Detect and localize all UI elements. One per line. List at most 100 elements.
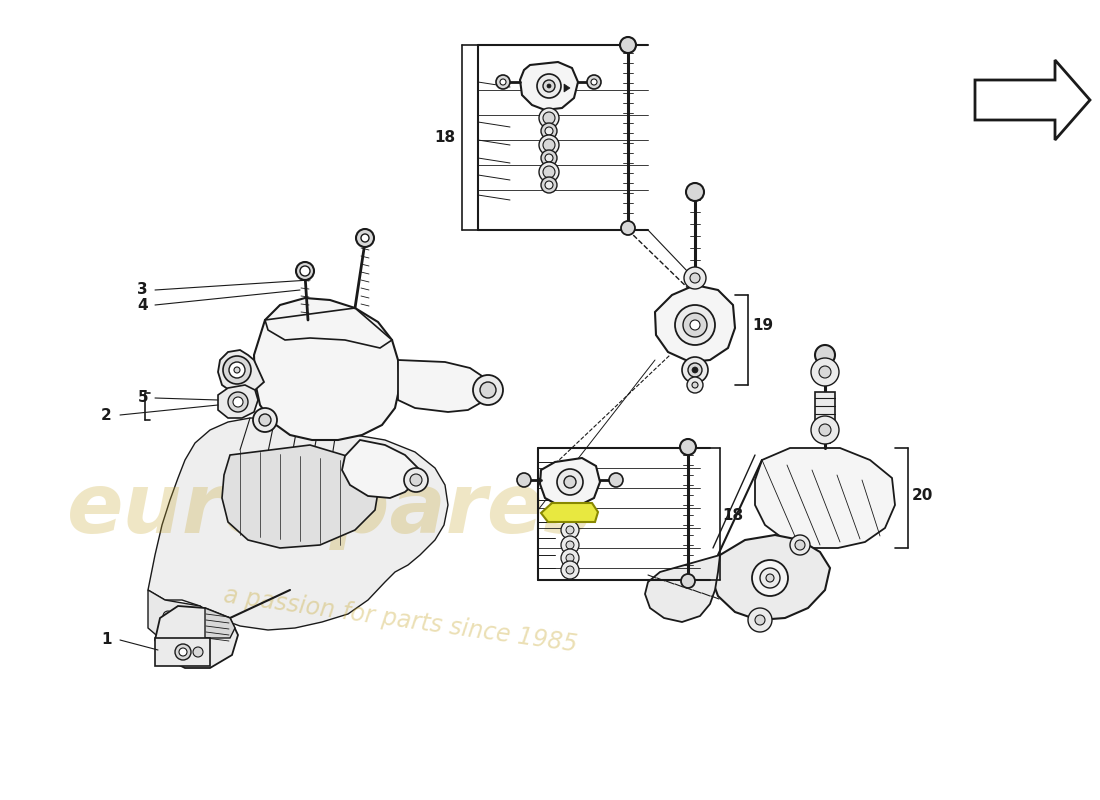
Circle shape [748,608,772,632]
Circle shape [682,357,708,383]
Circle shape [192,647,204,657]
Circle shape [517,473,531,487]
Circle shape [755,615,764,625]
Polygon shape [541,503,598,522]
Polygon shape [222,445,380,548]
Circle shape [543,166,556,178]
Circle shape [684,267,706,289]
Circle shape [541,177,557,193]
Circle shape [543,112,556,124]
Circle shape [815,345,835,365]
Text: eurospares: eurospares [66,470,594,550]
Circle shape [544,154,553,162]
Circle shape [820,424,830,436]
Circle shape [410,474,422,486]
Circle shape [473,375,503,405]
Circle shape [233,397,243,407]
Circle shape [690,273,700,283]
Circle shape [539,135,559,155]
Circle shape [544,127,553,135]
Text: 5: 5 [138,390,148,406]
Text: 3: 3 [138,282,148,298]
Text: 19: 19 [752,318,773,333]
Polygon shape [564,84,570,92]
Circle shape [686,183,704,201]
Polygon shape [755,448,895,548]
Circle shape [587,75,601,89]
Polygon shape [148,418,448,630]
Polygon shape [654,285,735,362]
Circle shape [543,80,556,92]
Circle shape [620,37,636,53]
Polygon shape [205,608,235,638]
Circle shape [179,648,187,656]
Circle shape [561,549,579,567]
Circle shape [300,266,310,276]
Circle shape [561,536,579,554]
Circle shape [361,234,368,242]
Text: 20: 20 [912,487,934,502]
Circle shape [356,229,374,247]
Circle shape [175,644,191,660]
Circle shape [680,439,696,455]
Circle shape [253,408,277,432]
Circle shape [760,568,780,588]
Circle shape [621,221,635,235]
Text: 2: 2 [101,407,112,422]
Circle shape [681,574,695,588]
Circle shape [692,382,698,388]
Circle shape [561,561,579,579]
Circle shape [752,560,788,596]
Polygon shape [540,458,600,506]
Circle shape [820,366,830,378]
Circle shape [688,363,702,377]
Circle shape [547,84,551,88]
Circle shape [539,108,559,128]
Circle shape [790,535,810,555]
Circle shape [228,392,248,412]
Circle shape [609,473,623,487]
Polygon shape [254,298,400,440]
Polygon shape [520,62,578,110]
Polygon shape [218,350,264,395]
Circle shape [811,358,839,386]
Circle shape [541,123,557,139]
Circle shape [180,623,190,633]
Circle shape [163,611,173,621]
Circle shape [258,414,271,426]
Circle shape [561,521,579,539]
Circle shape [557,469,583,495]
Circle shape [539,162,559,182]
Text: 18: 18 [722,507,744,522]
Circle shape [500,79,506,85]
Text: 4: 4 [138,298,148,313]
Polygon shape [710,535,830,620]
Circle shape [496,75,510,89]
Text: 1: 1 [101,633,112,647]
Circle shape [811,416,839,444]
Circle shape [234,367,240,373]
Circle shape [591,79,597,85]
Circle shape [564,476,576,488]
Circle shape [541,150,557,166]
Bar [815,392,835,422]
Polygon shape [398,360,488,412]
Circle shape [690,320,700,330]
Circle shape [296,262,314,280]
Circle shape [566,554,574,562]
Text: 18: 18 [433,130,455,146]
Circle shape [766,574,774,582]
Circle shape [543,139,556,151]
Circle shape [537,74,561,98]
Polygon shape [148,590,218,645]
Circle shape [223,356,251,384]
Bar [155,638,210,666]
Circle shape [566,541,574,549]
Circle shape [795,540,805,550]
Circle shape [480,382,496,398]
Polygon shape [155,606,238,668]
Text: a passion for parts since 1985: a passion for parts since 1985 [221,583,579,657]
Polygon shape [218,385,258,418]
Circle shape [229,362,245,378]
Polygon shape [265,308,392,348]
